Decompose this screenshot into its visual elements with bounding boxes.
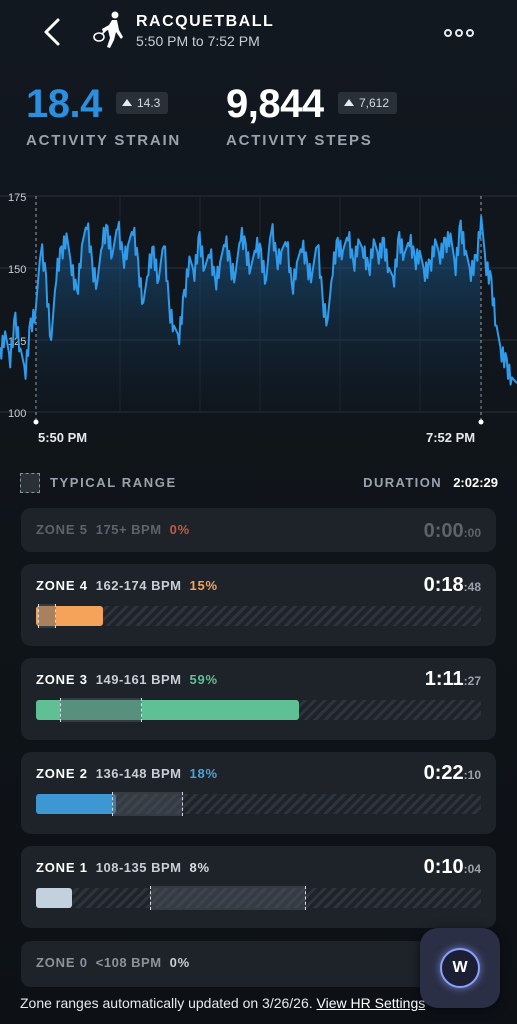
strain-label: ACTIVITY STRAIN bbox=[26, 132, 182, 149]
y-tick-label: 150 bbox=[8, 264, 26, 276]
up-triangle-icon bbox=[344, 99, 354, 106]
zone-time: 0:22:10 bbox=[424, 762, 481, 785]
zone-time-seconds: :04 bbox=[463, 862, 481, 876]
zone-bpm: 175+ BPM bbox=[95, 522, 162, 537]
zone-name: ZONE 3 bbox=[36, 672, 88, 687]
more-options-icon[interactable] bbox=[444, 24, 480, 38]
typical-range-marker bbox=[60, 698, 142, 722]
activity-strain-stat: 18.4 ACTIVITY STRAIN 14.3 bbox=[26, 82, 181, 149]
zone-time-seconds: :10 bbox=[463, 768, 481, 782]
zone-time-main: 0:10 bbox=[423, 856, 464, 878]
chart-end-time: 7:52 PM bbox=[426, 430, 476, 445]
zone-4-card[interactable]: ZONE 4 162-174 BPM 15% 0:18:48 bbox=[21, 564, 496, 646]
typical-range-label: TYPICAL RANGE bbox=[50, 475, 177, 490]
zone-time-main: 0:00 bbox=[423, 520, 464, 542]
steps-delta-value: 7,612 bbox=[359, 96, 390, 110]
duration-label: DURATION bbox=[363, 475, 442, 490]
zone-progress-fill bbox=[36, 606, 103, 626]
footer-text: Zone ranges automatically updated on 3/2… bbox=[20, 995, 313, 1011]
zone-time-seconds: :48 bbox=[463, 580, 481, 594]
zone-percent: 0% bbox=[169, 522, 190, 537]
duration-value: 2:02:29 bbox=[453, 475, 498, 490]
coach-floating-button[interactable]: W bbox=[420, 928, 500, 1008]
strain-value: 18.4 bbox=[26, 82, 102, 126]
zone-1-card[interactable]: ZONE 1 108-135 BPM 8% 0:10:04 bbox=[21, 846, 496, 928]
zone-progress-bar bbox=[36, 698, 481, 722]
zone-progress-bar bbox=[36, 886, 481, 910]
heart-rate-line bbox=[0, 215, 517, 386]
zone-time-main: 0:18 bbox=[423, 574, 464, 596]
zone-0-card[interactable]: ZONE 0 <108 BPM 0% bbox=[21, 941, 496, 987]
zone-bpm: <108 BPM bbox=[95, 955, 162, 970]
zone-progress-fill bbox=[36, 794, 117, 814]
back-arrow-icon[interactable] bbox=[38, 14, 68, 50]
zone-time-main: 0:22 bbox=[423, 762, 464, 784]
zone-time: 0:10:04 bbox=[424, 856, 481, 879]
coach-glyph: W bbox=[452, 959, 468, 976]
racquetball-player-icon bbox=[93, 11, 123, 48]
heart-rate-area bbox=[36, 220, 481, 412]
activity-steps-stat: 9,844 ACTIVITY STEPS 7,612 bbox=[226, 82, 398, 149]
zone-time-seconds: :27 bbox=[463, 674, 481, 688]
steps-value: 9,844 bbox=[226, 82, 324, 126]
zone-5-card[interactable]: ZONE 5 175+ BPM 0% 0:00:00 bbox=[21, 508, 496, 552]
zone-time: 0:00:00 bbox=[424, 520, 481, 543]
typical-range-marker bbox=[112, 792, 183, 816]
zone-name: ZONE 2 bbox=[36, 766, 88, 781]
zone-name: ZONE 0 bbox=[36, 955, 88, 970]
footer-note: Zone ranges automatically updated on 3/2… bbox=[20, 995, 425, 1011]
heart-rate-chart: 100 125 150 175 5:50 PM 7:52 PM bbox=[0, 180, 517, 450]
zone-time-seconds: :00 bbox=[463, 526, 481, 540]
zone-percent: 18% bbox=[189, 766, 218, 781]
time-marker-dot bbox=[478, 419, 484, 425]
chart-start-time: 5:50 PM bbox=[38, 430, 88, 445]
zone-bpm: 149-161 BPM bbox=[95, 672, 182, 687]
zone-legend-row: TYPICAL RANGE DURATION 2:02:29 bbox=[20, 472, 498, 494]
zone-time: 1:11:27 bbox=[425, 668, 481, 691]
workout-time-range: 5:50 PM to 7:52 PM bbox=[136, 33, 260, 49]
zone-progress-fill bbox=[36, 888, 72, 908]
strain-delta-value: 14.3 bbox=[137, 96, 161, 110]
typical-range-swatch bbox=[20, 473, 40, 493]
zone-3-card[interactable]: ZONE 3 149-161 BPM 59% 1:11:27 bbox=[21, 658, 496, 740]
zone-percent: 59% bbox=[189, 672, 218, 687]
zone-progress-bar bbox=[36, 604, 481, 628]
zone-bpm: 136-148 BPM bbox=[95, 766, 182, 781]
zone-bpm: 162-174 BPM bbox=[95, 578, 182, 593]
typical-range-marker bbox=[38, 604, 56, 628]
view-hr-settings-link[interactable]: View HR Settings bbox=[316, 995, 426, 1011]
up-triangle-icon bbox=[122, 99, 132, 106]
zone-percent: 15% bbox=[189, 578, 218, 593]
y-tick-label: 175 bbox=[8, 192, 26, 204]
zone-name: ZONE 4 bbox=[36, 578, 88, 593]
zone-percent: 0% bbox=[169, 955, 190, 970]
zone-percent: 8% bbox=[189, 860, 210, 875]
zone-bpm: 108-135 BPM bbox=[95, 860, 182, 875]
strain-delta-badge: 14.3 bbox=[116, 92, 169, 114]
workout-title: RACQUETBALL bbox=[136, 13, 275, 30]
zone-name: ZONE 1 bbox=[36, 860, 88, 875]
whoop-coach-icon: W bbox=[440, 948, 480, 988]
zone-time: 0:18:48 bbox=[424, 574, 481, 597]
zone-name: ZONE 5 bbox=[36, 522, 88, 537]
header: RACQUETBALL 5:50 PM to 7:52 PM bbox=[0, 0, 517, 70]
zone-time-main: 1:11 bbox=[424, 668, 464, 690]
zone-progress-bar bbox=[36, 792, 481, 816]
typical-range-marker bbox=[150, 886, 306, 910]
steps-label: ACTIVITY STEPS bbox=[226, 132, 373, 149]
y-tick-label: 100 bbox=[8, 408, 26, 420]
steps-delta-badge: 7,612 bbox=[338, 92, 398, 114]
zone-2-card[interactable]: ZONE 2 136-148 BPM 18% 0:22:10 bbox=[21, 752, 496, 834]
time-marker-dot bbox=[33, 419, 39, 425]
zone-progress-fill bbox=[36, 700, 299, 720]
